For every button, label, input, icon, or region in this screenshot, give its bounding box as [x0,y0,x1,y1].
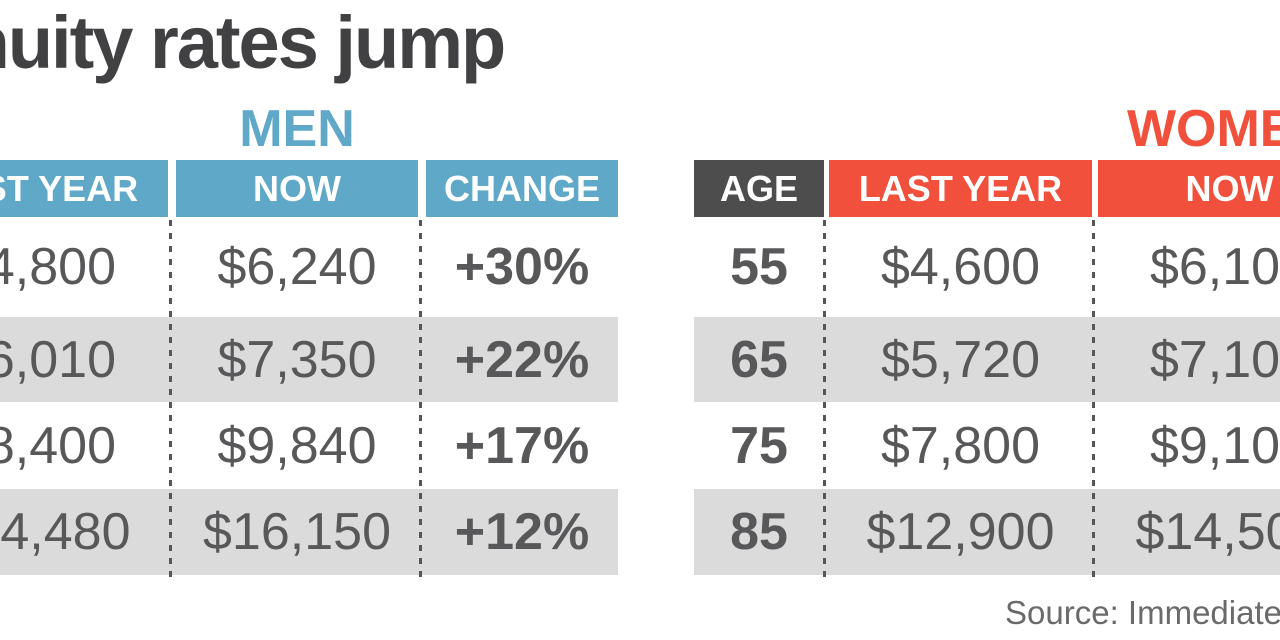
table-cell: +22% [454,330,590,389]
table-cell: $6,010 [0,330,117,389]
column-separator [823,220,826,580]
table-cell: +12% [454,503,590,561]
table-cell: $8,400 [0,416,117,475]
table-cell: $4,800 [0,238,117,296]
table-cell: $7,350 [217,330,377,389]
table-cell: $7,100 [1149,330,1280,389]
women-header-age: AGE [694,160,824,217]
column-separator [169,220,172,580]
table-cell: +17% [454,416,590,475]
column-separator [1092,220,1095,580]
women-row-stripe [694,317,1280,402]
table-cell: $7,800 [880,416,1041,475]
table-cell: $14,500 [1135,503,1280,561]
table-cell: 65 [730,330,788,389]
men-row-stripe [0,489,618,575]
table-cell: 55 [730,238,788,296]
column-separator [419,220,422,580]
source-attribution: Source: Immediate [1005,594,1280,631]
table-cell: +30% [454,238,590,296]
women-group-label: WOMEN [1126,100,1280,158]
men-header-last-year: LAST YEAR [0,160,168,217]
table-cell: $9,100 [1149,416,1280,475]
men-group-label: MEN [239,100,355,158]
women-header-last-year: LAST YEAR [829,160,1092,217]
table-cell: 75 [730,416,788,475]
women-row-stripe [694,489,1280,575]
table-cell: $5,720 [880,330,1041,389]
table-cell: $4,600 [880,238,1041,296]
table-cell: $12,900 [866,503,1055,561]
men-row-stripe [0,317,618,402]
table-cell: $16,150 [203,503,391,561]
women-header-now: NOW [1098,160,1280,217]
table-cell: 85 [730,503,788,561]
table-cell: $9,840 [217,416,377,475]
table-cell: $14,480 [0,503,131,561]
chart-title: Annuity rates jump [0,1,506,84]
men-header-now: NOW [176,160,418,217]
men-header-change: CHANGE [426,160,618,217]
table-cell: $6,240 [217,238,377,296]
table-cell: $6,100 [1149,238,1280,296]
